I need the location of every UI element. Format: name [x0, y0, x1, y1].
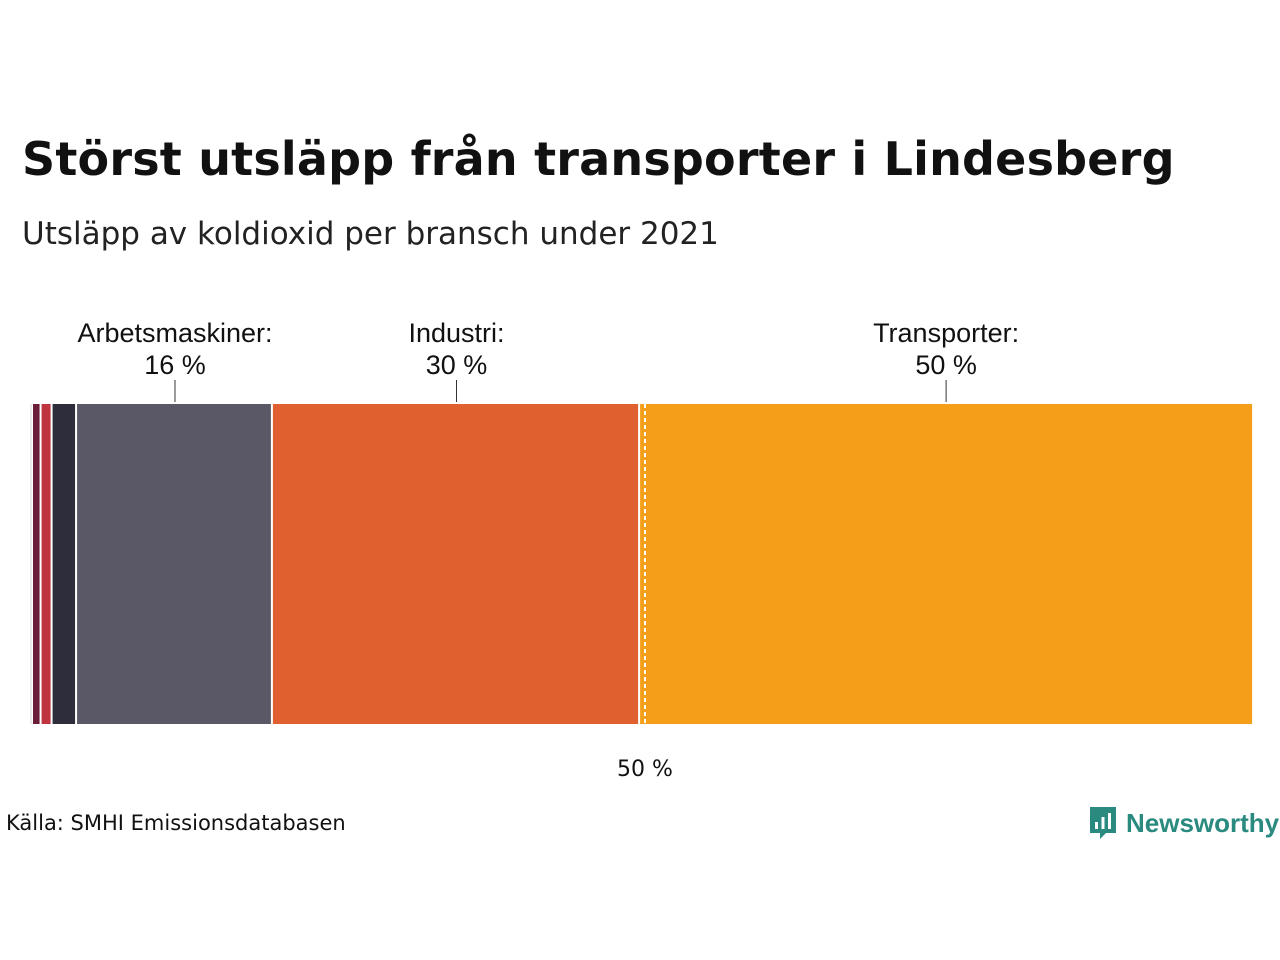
brand-logo[interactable]: Newsworthy — [1088, 804, 1279, 842]
bar-segment-segment-2 — [41, 404, 51, 724]
bar-segment-arbetsmaskiner — [77, 404, 271, 724]
bar-segments — [30, 404, 1253, 724]
bar-chart-speech-bubble-icon — [1090, 807, 1116, 839]
value-label-arbetsmaskiner: 16 % — [144, 350, 206, 380]
stacked-bar-chart: Arbetsmaskiner:16 % Industri:30 % Transpor… — [30, 318, 1253, 782]
value-label-industri: 30 % — [426, 350, 488, 380]
category-label-arbetsmaskiner: Arbetsmaskiner: — [77, 318, 272, 348]
category-label-transporter: Transporter: — [873, 318, 1019, 348]
reference-line-label: 50 % — [617, 757, 673, 782]
brand-name: Newsworthy — [1126, 807, 1280, 838]
bar-segment-transporter — [640, 404, 1253, 724]
chart-title: Störst utsläpp från transporter i Lindes… — [22, 132, 1175, 186]
chart-subtitle: Utsläpp av koldioxid per bransch under 2… — [22, 216, 719, 252]
category-label-industri: Industri: — [408, 318, 504, 348]
bar-segment-segment-1 — [33, 404, 40, 724]
bar-segment-segment-3 — [52, 404, 76, 724]
value-label-transporter: 50 % — [915, 350, 977, 380]
segment-labels: Arbetsmaskiner:16 % Industri:30 % Transpor… — [77, 318, 1019, 402]
source-note: Källa: SMHI Emissionsdatabasen — [6, 811, 346, 835]
bar-segment-industri — [272, 404, 639, 724]
reference-line-group: 50 % — [617, 404, 673, 782]
